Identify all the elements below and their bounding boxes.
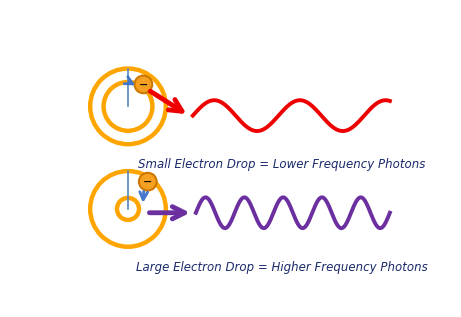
Text: −: − [139, 79, 148, 89]
Circle shape [135, 75, 152, 93]
Text: Small Electron Drop = Lower Frequency Photons: Small Electron Drop = Lower Frequency Ph… [138, 158, 426, 171]
Text: Large Electron Drop = Higher Frequency Photons: Large Electron Drop = Higher Frequency P… [136, 261, 428, 274]
Text: −: − [143, 177, 153, 187]
Circle shape [139, 173, 157, 191]
